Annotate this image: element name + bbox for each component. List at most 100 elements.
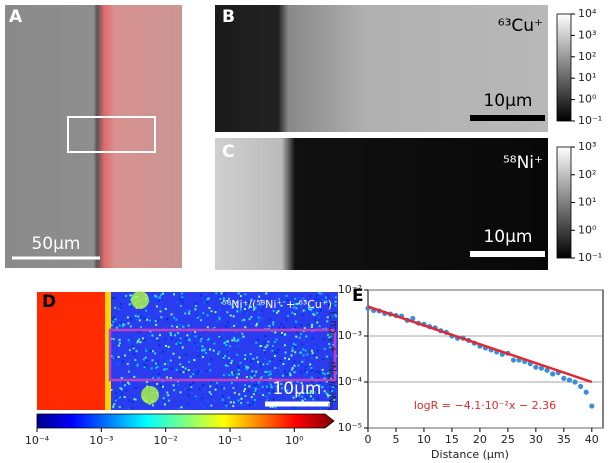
speck [277,298,280,301]
speck [294,297,297,300]
speck [130,294,133,297]
speck [208,391,211,394]
speck [208,337,211,340]
speck [114,318,117,321]
speck [188,312,191,315]
speck [209,381,212,384]
speck [171,338,174,341]
speck [309,295,312,298]
speck [135,350,138,353]
speck [110,355,113,358]
speck [258,311,261,314]
speck [290,354,293,357]
speck [137,317,140,320]
speck [215,385,218,388]
speck [112,320,115,323]
speck [295,307,298,310]
speck [128,342,131,345]
speck [121,325,124,328]
speck [255,322,258,325]
speck [331,302,334,305]
speck [179,391,182,394]
speck [187,403,190,406]
speck [199,294,202,297]
speck [160,356,163,359]
speck [274,406,277,409]
speck [161,364,164,367]
speck [127,339,130,342]
speck [114,356,117,359]
speck [307,392,310,395]
speck [157,375,160,378]
speck [144,356,147,359]
speck [145,364,148,367]
speck [307,307,310,310]
speck [310,325,313,328]
speck [175,301,178,304]
speck [252,357,255,360]
speck [317,298,320,301]
speck [274,351,277,354]
speck [235,322,238,325]
speck [246,401,249,404]
speck [134,313,137,316]
speck [225,344,228,347]
speck [302,354,305,357]
speck [209,348,212,351]
speck [157,372,160,375]
speck [209,369,212,372]
speck [317,370,320,373]
speck [265,395,268,398]
speck [264,334,267,337]
speck [326,393,329,396]
speck [245,365,248,368]
speck [158,296,161,299]
speck [226,299,229,302]
speck [264,324,267,327]
scale-label: 10μm [483,227,532,247]
speck [159,310,162,313]
speck [274,367,277,370]
speck [233,391,236,394]
speck [303,374,306,377]
speck [120,388,123,391]
speck [305,365,308,368]
speck [294,303,297,306]
speck [266,371,269,374]
speck [177,407,180,410]
speck [129,294,132,297]
speck [228,351,231,354]
speck [201,349,204,352]
speck [197,370,200,373]
speck [160,316,163,319]
speck [281,332,284,335]
speck [299,332,302,335]
speck [296,380,299,383]
speck [164,344,167,347]
speck [121,323,124,326]
speck [202,406,205,409]
speck [260,317,263,320]
speck [305,371,308,374]
colorbar [556,13,572,122]
speck [323,390,326,393]
speck [225,406,228,409]
colorbar-tick-label: 10² [578,50,596,63]
ion-label: ⁶³Cu⁺ [498,16,543,36]
speck [331,330,334,333]
speck [320,292,323,295]
speck [257,316,260,319]
speck [275,338,278,341]
speck [121,392,124,395]
speck [261,309,264,312]
speck [312,398,315,401]
colorbar-tick-label: 10⁻³ [89,434,113,447]
speck [308,308,311,311]
speck [203,388,206,391]
speck [227,321,230,324]
speck [231,373,234,376]
speck [119,307,122,310]
speck [241,404,244,407]
speck [314,345,317,348]
speck [154,294,157,297]
